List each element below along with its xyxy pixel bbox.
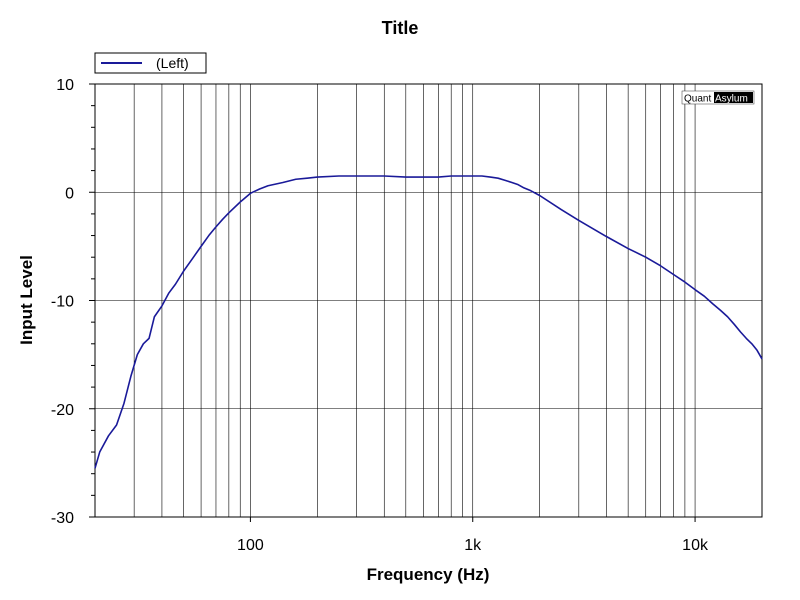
x-tick-labels: 100 1k 10k [237,537,709,554]
y-tick-label: 0 [65,185,74,202]
y-axis-label: Input Level [17,255,36,345]
x-axis-label: Frequency (Hz) [367,565,490,584]
watermark-quant: Quant [684,94,711,105]
y-tick-label: -10 [51,294,74,311]
plot-area [94,83,763,518]
watermark-asylum: Asylum [715,94,748,105]
y-tick-label: 10 [56,77,74,94]
legend[interactable]: (Left) [94,52,207,74]
x-tick-label: 1k [464,537,482,554]
quantasylum-watermark: Quant Asylum [681,90,755,105]
grid [95,83,762,518]
y-tick-label: -20 [51,402,74,419]
series-line-left [94,175,763,469]
axis-ticks [89,83,696,522]
chart-title: Title [382,18,419,38]
x-tick-label: 10k [682,537,709,554]
legend-box [94,52,207,74]
legend-label-left: (Left) [156,55,189,71]
series-layer [94,175,763,469]
x-tick-label: 100 [237,537,264,554]
y-tick-label: -30 [51,510,74,527]
y-tick-labels: 10 0 -10 -20 -30 [51,77,74,527]
